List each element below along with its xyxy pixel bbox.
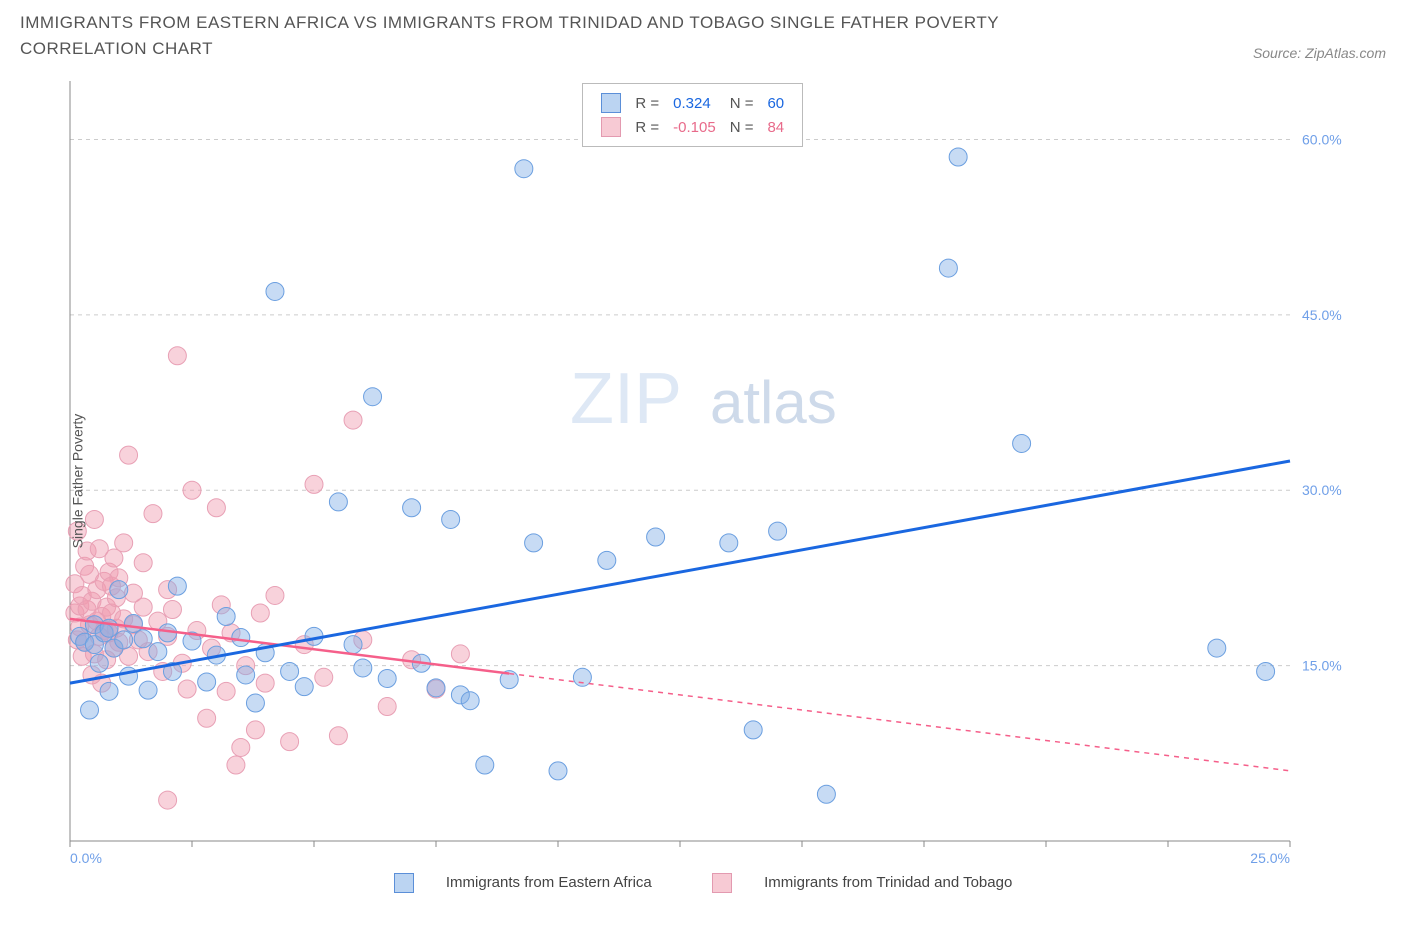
data-point xyxy=(281,662,299,680)
data-point xyxy=(178,680,196,698)
data-point xyxy=(817,785,835,803)
data-point xyxy=(378,669,396,687)
data-point xyxy=(378,698,396,716)
data-point xyxy=(163,600,181,618)
chart-title: IMMIGRANTS FROM EASTERN AFRICA VS IMMIGR… xyxy=(20,10,1120,61)
svg-text:45.0%: 45.0% xyxy=(1302,307,1342,323)
source-attribution: Source: ZipAtlas.com xyxy=(1253,45,1386,61)
legend-item-blue: Immigrants from Eastern Africa xyxy=(380,874,670,891)
data-point xyxy=(246,721,264,739)
scatter-plot-svg: 15.0% 30.0% 45.0% 60.0% ZIP atlas 0.0% 25.0% xyxy=(20,71,1360,891)
svg-text:15.0%: 15.0% xyxy=(1302,658,1342,674)
data-point xyxy=(168,347,186,365)
data-point xyxy=(139,681,157,699)
data-point xyxy=(134,630,152,648)
data-point xyxy=(403,499,421,517)
svg-text:atlas: atlas xyxy=(710,369,837,436)
data-point xyxy=(120,446,138,464)
data-point xyxy=(515,160,533,178)
r-value-pink: -0.105 xyxy=(667,116,722,138)
y-axis-title: Single Father Poverty xyxy=(69,414,85,549)
data-point xyxy=(427,679,445,697)
data-point xyxy=(1013,434,1031,452)
data-point xyxy=(115,631,133,649)
data-point xyxy=(647,528,665,546)
data-point xyxy=(90,654,108,672)
data-point xyxy=(1208,639,1226,657)
series-legend: Immigrants from Eastern Africa Immigrant… xyxy=(20,873,1386,893)
data-point xyxy=(549,762,567,780)
data-point xyxy=(354,659,372,677)
chart-area: Single Father Poverty 15.0% 30.0% 45.0% 60.… xyxy=(20,71,1386,891)
data-point xyxy=(149,643,167,661)
svg-text:30.0%: 30.0% xyxy=(1302,482,1342,498)
data-point xyxy=(364,388,382,406)
data-point xyxy=(251,604,269,622)
n-value-pink: 84 xyxy=(761,116,790,138)
data-point xyxy=(344,411,362,429)
data-point xyxy=(217,682,235,700)
legend-swatch-pink-icon xyxy=(712,873,732,893)
n-value-blue: 60 xyxy=(761,92,790,114)
data-point xyxy=(442,510,460,528)
data-point xyxy=(207,499,225,517)
data-point xyxy=(305,475,323,493)
trend-line-solid xyxy=(70,461,1290,683)
data-point xyxy=(115,534,133,552)
data-point xyxy=(227,756,245,774)
data-point xyxy=(168,577,186,595)
data-point xyxy=(461,692,479,710)
data-point xyxy=(281,733,299,751)
data-point xyxy=(134,554,152,572)
data-point xyxy=(232,738,250,756)
data-point xyxy=(256,674,274,692)
data-point xyxy=(198,709,216,727)
svg-text:0.0%: 0.0% xyxy=(70,850,102,866)
data-point xyxy=(525,534,543,552)
data-point xyxy=(198,673,216,691)
svg-text:60.0%: 60.0% xyxy=(1302,131,1342,147)
data-point xyxy=(315,668,333,686)
data-point xyxy=(266,586,284,604)
data-point xyxy=(476,756,494,774)
svg-text:ZIP: ZIP xyxy=(570,359,682,439)
data-point xyxy=(159,791,177,809)
data-point xyxy=(329,727,347,745)
trend-line-dashed xyxy=(509,674,1290,771)
data-point xyxy=(124,615,142,633)
data-point xyxy=(105,549,123,567)
data-point xyxy=(598,551,616,569)
data-point xyxy=(295,678,313,696)
r-value-blue: 0.324 xyxy=(667,92,722,114)
data-point xyxy=(939,259,957,277)
data-point xyxy=(769,522,787,540)
data-point xyxy=(237,666,255,684)
data-point xyxy=(144,505,162,523)
data-point xyxy=(110,581,128,599)
data-point xyxy=(329,493,347,511)
data-point xyxy=(744,721,762,739)
data-point xyxy=(85,510,103,528)
legend-item-pink: Immigrants from Trinidad and Tobago xyxy=(698,874,1026,891)
data-point xyxy=(81,701,99,719)
header-row: IMMIGRANTS FROM EASTERN AFRICA VS IMMIGR… xyxy=(0,0,1406,61)
data-point xyxy=(949,148,967,166)
svg-text:25.0%: 25.0% xyxy=(1250,850,1290,866)
data-point xyxy=(720,534,738,552)
data-point xyxy=(344,636,362,654)
legend-swatch-blue-icon xyxy=(394,873,414,893)
data-point xyxy=(232,629,250,647)
data-point xyxy=(134,598,152,616)
legend-swatch-blue xyxy=(601,93,621,113)
data-point xyxy=(451,645,469,663)
data-point xyxy=(246,694,264,712)
data-point xyxy=(100,682,118,700)
legend-swatch-pink xyxy=(601,117,621,137)
data-point xyxy=(183,481,201,499)
data-point xyxy=(217,608,235,626)
data-point xyxy=(266,282,284,300)
correlation-legend: R = 0.324 N = 60 R = -0.105 N = 84 xyxy=(582,83,803,147)
data-point xyxy=(1257,662,1275,680)
